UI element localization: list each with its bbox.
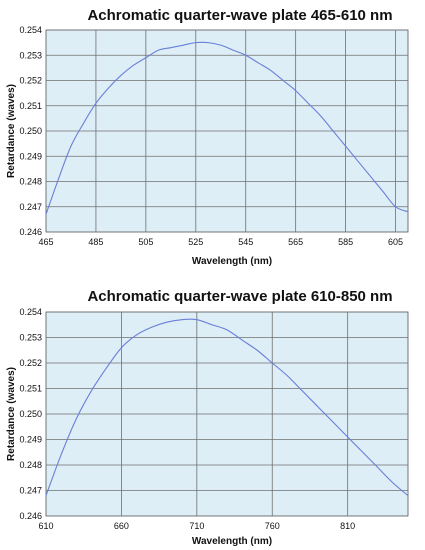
- y-tick-label: 0.253: [19, 50, 42, 60]
- x-tick-label: 605: [388, 237, 403, 247]
- grid-lines: [46, 312, 408, 516]
- x-tick-labels: 465 485 505 525 545 565 585 605: [38, 237, 403, 247]
- y-tick-label: 0.251: [19, 101, 42, 111]
- x-axis-label: Wavelength (nm): [192, 536, 272, 547]
- x-tick-label: 485: [88, 237, 103, 247]
- x-tick-label: 710: [189, 521, 204, 531]
- x-tick-labels: 610 660 710 760 810: [38, 521, 355, 531]
- y-tick-label: 0.247: [19, 486, 42, 496]
- y-tick-label: 0.250: [19, 409, 42, 419]
- y-tick-label: 0.253: [19, 333, 42, 343]
- x-tick-label: 610: [38, 521, 53, 531]
- x-tick-label: 810: [340, 521, 355, 531]
- chart-2: Achromatic quarter-wave plate 610-850 nm…: [6, 288, 409, 547]
- x-tick-label: 565: [288, 237, 303, 247]
- y-tick-label: 0.250: [19, 126, 42, 136]
- x-tick-label: 545: [238, 237, 253, 247]
- y-tick-label: 0.254: [19, 307, 42, 317]
- y-axis-label: Retardance (waves): [6, 84, 17, 178]
- y-tick-label: 0.247: [19, 202, 42, 212]
- x-tick-label: 660: [114, 521, 129, 531]
- y-tick-labels: 0.246 0.247 0.248 0.249 0.250 0.251 0.252 0.253…: [19, 25, 42, 237]
- retardance-curve: [45, 318, 409, 497]
- x-tick-label: 585: [338, 237, 353, 247]
- y-tick-label: 0.246: [19, 227, 42, 237]
- x-tick-label: 505: [138, 237, 153, 247]
- y-tick-label: 0.249: [19, 435, 42, 445]
- y-tick-label: 0.246: [19, 511, 42, 521]
- y-tick-label: 0.251: [19, 384, 42, 394]
- y-tick-label: 0.252: [19, 76, 42, 86]
- x-tick-label: 760: [265, 521, 280, 531]
- x-tick-label: 525: [188, 237, 203, 247]
- y-tick-label: 0.254: [19, 25, 42, 35]
- y-tick-label: 0.248: [19, 460, 42, 470]
- y-tick-label: 0.249: [19, 151, 42, 161]
- chart-title: Achromatic quarter-wave plate 465-610 nm: [87, 7, 392, 24]
- chart-title: Achromatic quarter-wave plate 610-850 nm: [87, 288, 392, 305]
- y-tick-label: 0.252: [19, 358, 42, 368]
- grid-lines: [46, 30, 408, 232]
- x-tick-label: 465: [38, 237, 53, 247]
- y-tick-labels: 0.246 0.247 0.248 0.249 0.250 0.251 0.252 0.253…: [19, 307, 42, 521]
- y-tick-label: 0.248: [19, 177, 42, 187]
- x-axis-label: Wavelength (nm): [192, 256, 272, 267]
- retardance-curve: [45, 41, 409, 215]
- y-axis-label: Retardance (waves): [6, 367, 17, 461]
- chart-1: Achromatic quarter-wave plate 465-610 nm…: [6, 7, 409, 267]
